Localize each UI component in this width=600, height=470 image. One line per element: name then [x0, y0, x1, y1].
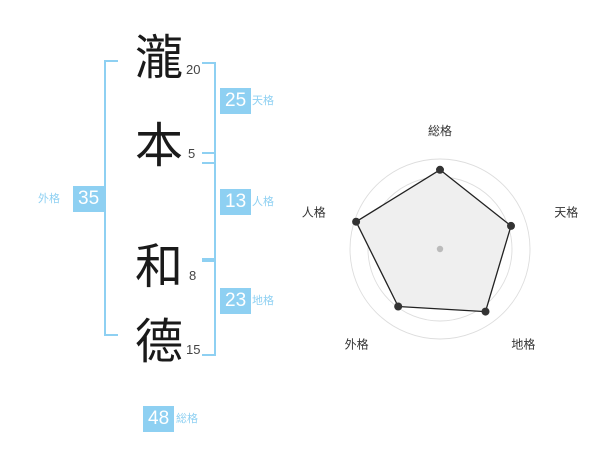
kanji-char-3: 和 [134, 239, 183, 295]
radar-data-area [355, 169, 512, 313]
badge-chikaku-value: 23 [220, 288, 252, 314]
stroke-count-2: 5 [188, 146, 196, 161]
badge-jinkaku-value: 13 [220, 189, 252, 215]
radar-axis-label-地格: 地格 [511, 337, 535, 352]
badge-chikaku-label: 地格 [252, 294, 274, 307]
radar-axis-label-天格: 天格 [554, 205, 578, 220]
radar-point-外格 [394, 302, 403, 311]
badge-gaikaku-label: 外格 [38, 192, 60, 205]
radar-data-points [352, 165, 515, 316]
kanji-char-2: 本 [134, 118, 183, 174]
badge-gaikaku-value: 35 [73, 186, 105, 212]
radar-axis-label-総格: 総格 [428, 123, 452, 138]
bracket-tenkaku [202, 62, 216, 164]
radar-center-dot [436, 245, 444, 253]
radar-axis-label-人格: 人格 [302, 205, 326, 220]
badge-jinkaku-label: 人格 [252, 195, 274, 208]
name-stroke-diagram: 瀧 本 和 德 20 5 8 15 25 天格 13 人格 23 地格 35 外… [38, 30, 274, 432]
radar-point-天格 [507, 221, 515, 230]
radar-axis-label-外格: 外格 [345, 337, 369, 352]
radar-point-人格 [352, 217, 361, 226]
radar-point-地格 [481, 307, 490, 316]
bracket-gaikaku [104, 60, 118, 336]
kanji-char-1: 瀧 [134, 30, 183, 86]
stroke-count-1: 20 [186, 62, 201, 77]
stroke-count-3: 8 [189, 268, 197, 283]
bracket-chikaku [202, 258, 216, 356]
badge-soukaku-label: 総格 [176, 412, 198, 425]
badge-tenkaku-value: 25 [220, 88, 252, 114]
bracket-jinkaku [202, 152, 216, 262]
badge-soukaku-value: 48 [143, 406, 175, 432]
radar-grid-ring [349, 158, 531, 340]
radar-point-総格 [436, 165, 444, 174]
kanji-char-4: 德 [134, 314, 183, 370]
stroke-count-4: 15 [186, 342, 201, 357]
radar-chart: 総格天格地格 外格 人格 [300, 0, 600, 470]
badge-tenkaku-label: 天格 [252, 94, 274, 107]
